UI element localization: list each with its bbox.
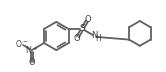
Text: S: S	[80, 24, 85, 33]
Text: N: N	[91, 31, 97, 40]
Text: O: O	[84, 15, 91, 24]
Text: H: H	[95, 34, 101, 43]
Text: $\mathregular{N^+}$: $\mathregular{N^+}$	[25, 44, 39, 56]
Text: O: O	[74, 34, 81, 43]
Text: O: O	[29, 58, 35, 67]
Text: $\mathregular{O^-}$: $\mathregular{O^-}$	[15, 38, 28, 49]
